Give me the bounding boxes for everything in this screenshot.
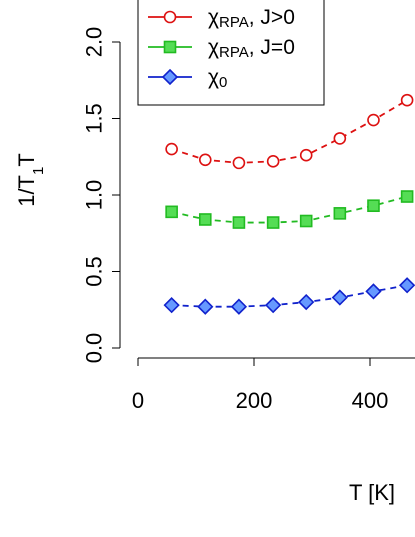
data-point-s0-7 (400, 93, 414, 107)
x-tick-label-0: 0 (132, 388, 144, 413)
data-point-s1-3 (266, 216, 280, 229)
data-point-s1-1 (198, 213, 212, 226)
x-tick-label-2: 400 (352, 388, 389, 413)
axes: 0.0 0.5 1.0 1.5 2.0 0 200 400 T [K] 1/T1T (14, 27, 415, 505)
y-tick-label-4: 2.0 (82, 27, 107, 58)
data-point-s2-2 (230, 298, 248, 315)
data-point-s2-1 (197, 298, 214, 315)
data-point-s0-1 (198, 153, 212, 167)
data-point-s0-6 (367, 113, 380, 127)
plot-area (163, 93, 415, 315)
data-point-s2-4 (298, 293, 315, 311)
data-point-s2-0 (163, 297, 180, 314)
data-point-s0-2 (232, 156, 246, 170)
legend-label-1: χRPA, J=0 (208, 36, 295, 61)
legend-label-2: χ0 (208, 66, 227, 91)
y-axis-title: 1/T1T (14, 153, 47, 207)
legend: χRPA, J>0 χRPA, J=0 χ0 (137, 0, 325, 106)
legend-label-0: χRPA, J>0 (208, 6, 295, 31)
data-point-s0-5 (333, 132, 347, 145)
data-point-s0-4 (299, 148, 313, 162)
x-axis-title: T [K] (349, 480, 395, 505)
data-point-s2-3 (265, 297, 282, 314)
data-point-s2-7 (398, 277, 415, 294)
x-tick-label-1: 200 (236, 388, 273, 413)
data-point-s0-0 (165, 142, 178, 156)
data-point-s1-4 (299, 214, 313, 228)
y-tick-label-1: 0.5 (82, 256, 107, 287)
data-point-s0-3 (266, 155, 280, 168)
y-tick-label-3: 1.5 (82, 103, 107, 134)
y-tick-label-0: 0.0 (82, 333, 107, 364)
data-point-s1-5 (333, 207, 347, 220)
y-tick-label-2: 1.0 (82, 180, 107, 211)
data-point-s1-7 (400, 190, 414, 203)
data-point-s2-6 (365, 283, 382, 300)
data-point-s1-0 (165, 205, 178, 219)
legend-marker-1 (163, 40, 177, 54)
legend-marker-2 (161, 68, 179, 86)
data-point-s1-6 (367, 199, 380, 213)
legend-marker-0 (163, 10, 177, 24)
data-point-s2-5 (331, 289, 348, 306)
series-line-0 (171, 99, 408, 164)
data-point-s1-2 (232, 216, 246, 229)
